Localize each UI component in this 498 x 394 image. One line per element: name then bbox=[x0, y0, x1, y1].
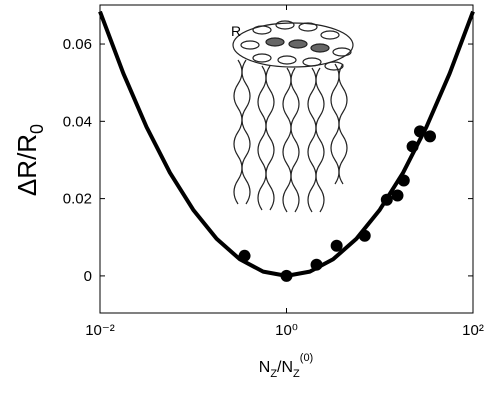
data-point bbox=[380, 193, 393, 206]
y-tick-label: 0.04 bbox=[63, 113, 92, 130]
data-point bbox=[238, 249, 251, 262]
y-tick-label: 0 bbox=[84, 268, 92, 285]
x-label-part: Z bbox=[293, 368, 300, 380]
annotation: R bbox=[231, 23, 241, 39]
x-label-part: N bbox=[259, 359, 271, 376]
y-axis-label: ΔR/R0 bbox=[12, 124, 47, 196]
y-label-part: 0 bbox=[27, 124, 47, 134]
x-tick-label: 10⁰ bbox=[275, 322, 298, 339]
data-point bbox=[413, 125, 426, 138]
y-tick-label: 0.06 bbox=[63, 36, 92, 53]
data-point bbox=[397, 174, 410, 187]
data-point bbox=[310, 258, 323, 271]
y-tick-label: 0.02 bbox=[63, 191, 92, 208]
x-label-part: (0) bbox=[300, 352, 313, 364]
x-label-part: Z bbox=[270, 368, 277, 380]
x-label-part: /N bbox=[277, 359, 293, 376]
y-label-part: ΔR/R bbox=[12, 134, 42, 196]
data-point bbox=[406, 140, 419, 153]
x-tick-label: 10⁻² bbox=[85, 322, 115, 339]
data-point bbox=[280, 269, 293, 282]
data-point bbox=[330, 239, 343, 252]
inset-illustration bbox=[232, 20, 354, 213]
x-axis-label: NZ/NZ(0) bbox=[259, 352, 313, 380]
x-tick-label: 10² bbox=[462, 322, 484, 339]
data-point bbox=[391, 189, 404, 202]
data-point bbox=[424, 130, 437, 143]
data-point bbox=[358, 229, 371, 242]
